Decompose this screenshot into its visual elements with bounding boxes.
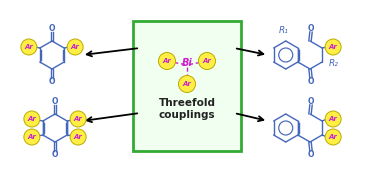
Circle shape <box>70 111 86 127</box>
Circle shape <box>67 39 83 55</box>
Text: O: O <box>308 150 314 159</box>
Text: Ar: Ar <box>329 134 338 140</box>
Text: Ar: Ar <box>203 58 211 64</box>
Text: Ar: Ar <box>329 44 338 50</box>
FancyBboxPatch shape <box>133 21 241 151</box>
Circle shape <box>325 39 341 55</box>
Text: O: O <box>308 97 314 106</box>
Text: Ar: Ar <box>329 116 338 122</box>
Circle shape <box>198 52 215 70</box>
Circle shape <box>158 52 175 70</box>
Text: Ar: Ar <box>28 116 36 122</box>
Text: O: O <box>52 97 58 106</box>
Text: O: O <box>308 77 314 86</box>
Text: R₂: R₂ <box>329 58 339 67</box>
Text: Bi: Bi <box>181 58 192 68</box>
Circle shape <box>70 129 86 145</box>
Text: Ar: Ar <box>71 44 79 50</box>
Text: O: O <box>308 24 314 33</box>
Circle shape <box>24 129 40 145</box>
Text: Ar: Ar <box>163 58 172 64</box>
Circle shape <box>325 111 341 127</box>
Circle shape <box>24 111 40 127</box>
Text: Ar: Ar <box>74 134 82 140</box>
Text: R₁: R₁ <box>279 26 289 35</box>
Circle shape <box>178 75 195 93</box>
Text: O: O <box>49 77 55 86</box>
Text: O: O <box>52 150 58 159</box>
Text: Threefold
couplings: Threefold couplings <box>158 98 215 120</box>
Circle shape <box>325 129 341 145</box>
Circle shape <box>21 39 37 55</box>
Text: Ar: Ar <box>183 81 191 87</box>
Text: Ar: Ar <box>25 44 33 50</box>
Text: O: O <box>49 24 55 33</box>
Text: Ar: Ar <box>74 116 82 122</box>
Text: Ar: Ar <box>28 134 36 140</box>
